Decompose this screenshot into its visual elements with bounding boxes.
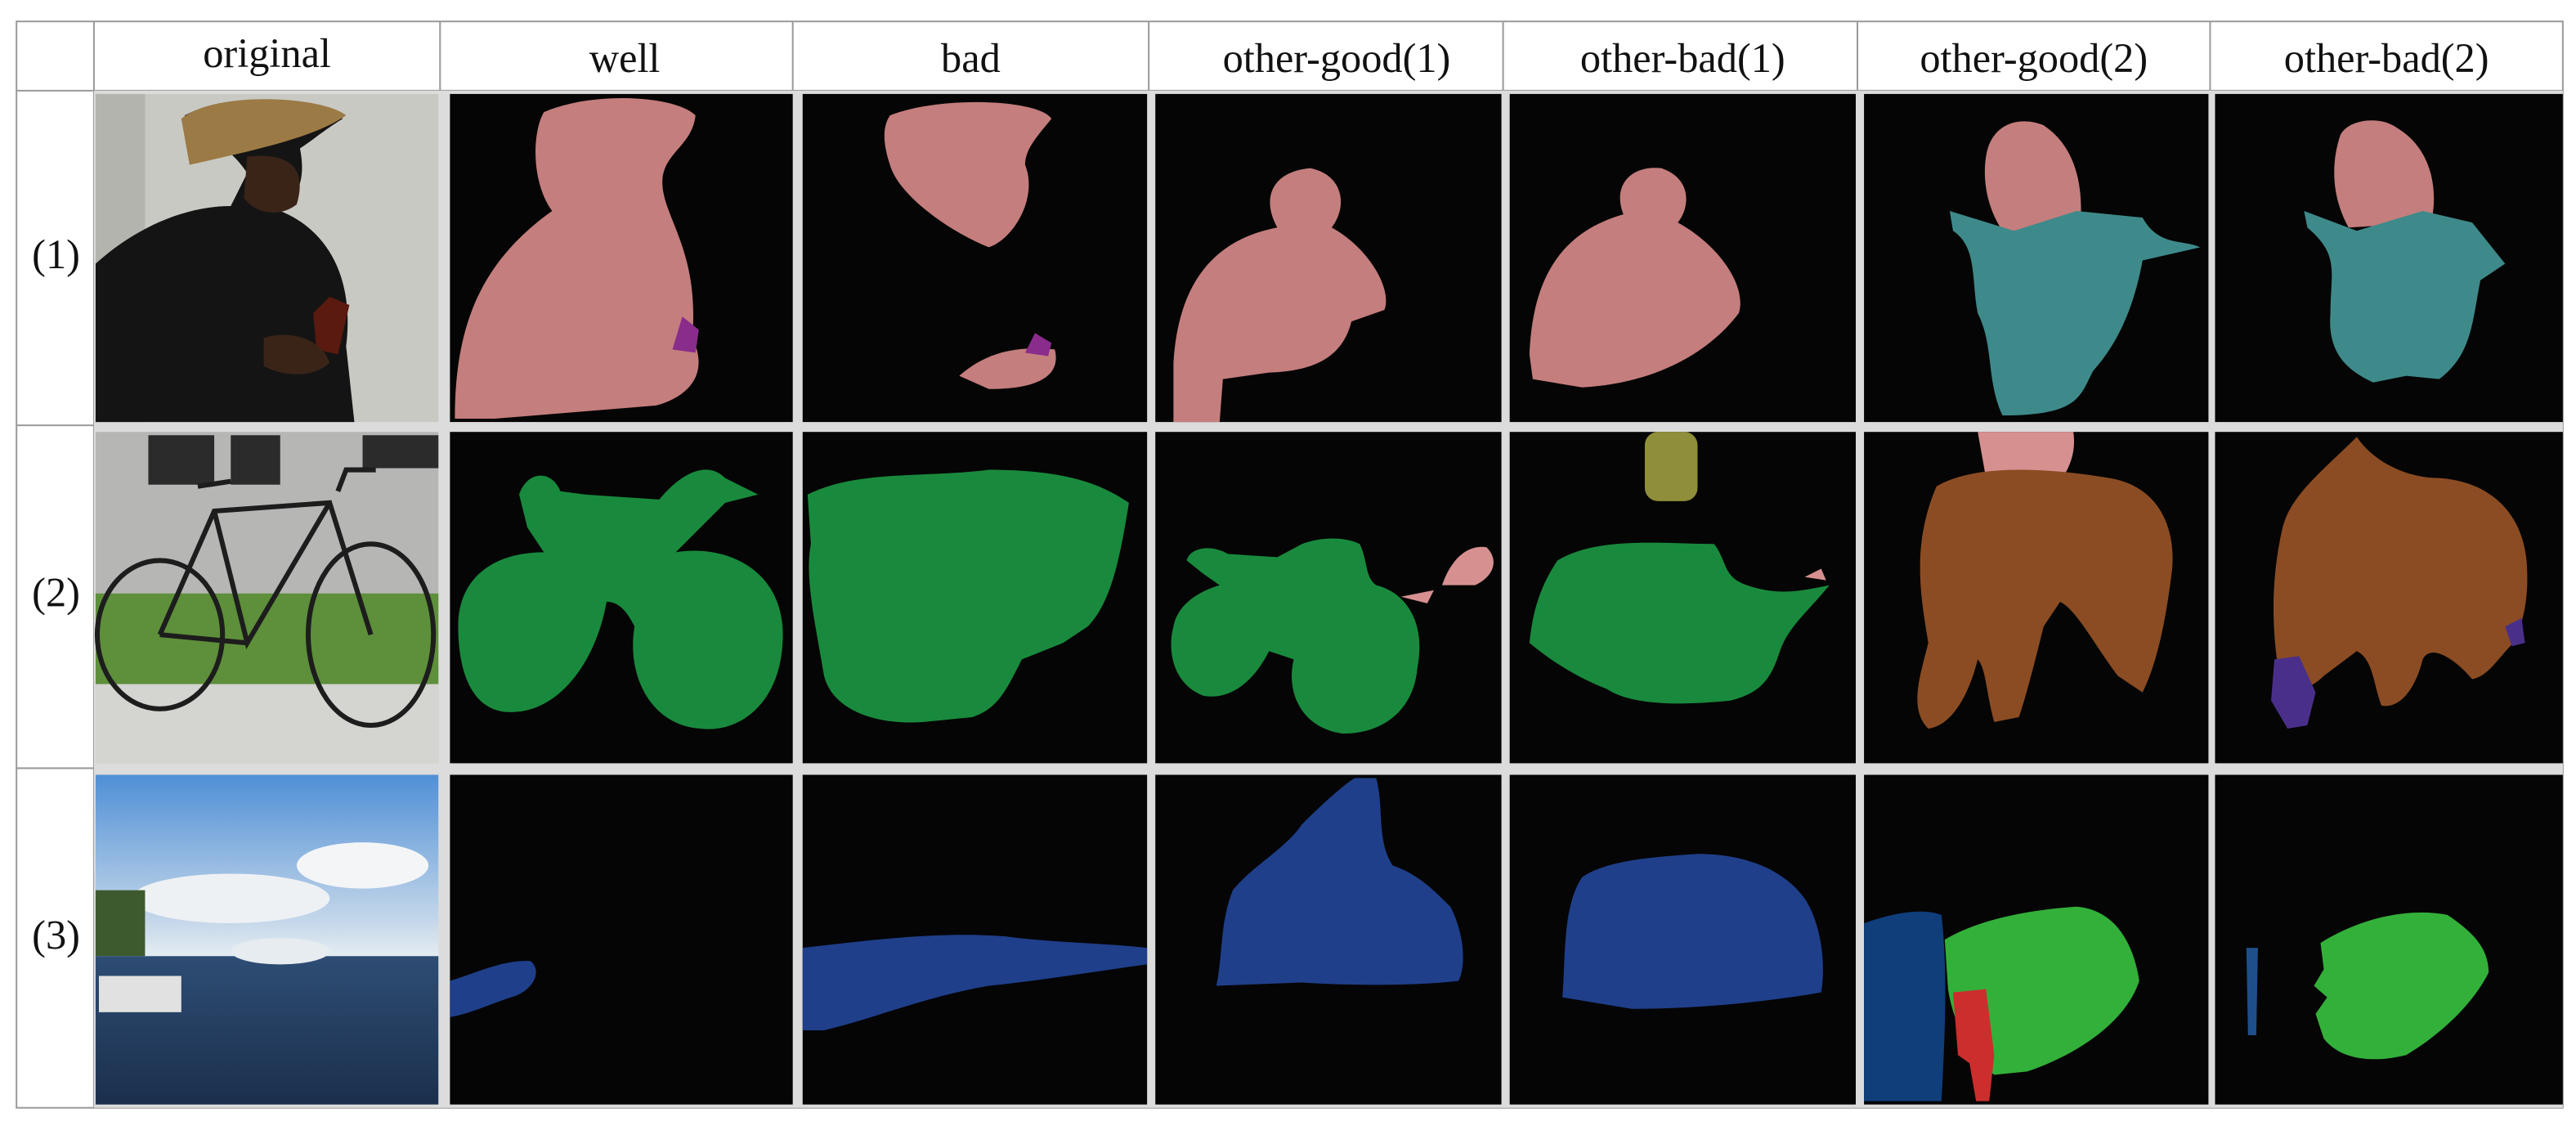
photo-bicycle — [94, 432, 439, 764]
row-label: (1) — [32, 231, 80, 277]
column-header: other-good(1) — [1223, 35, 1451, 81]
mask-shapes-row-2 — [458, 432, 2528, 734]
row-label: (2) — [32, 569, 80, 615]
mask-shapes-row-3 — [450, 778, 2489, 1101]
column-header: other-good(2) — [1920, 35, 2148, 81]
column-header: original — [203, 30, 331, 76]
column-header: well — [589, 35, 661, 81]
row-label: (3) — [32, 913, 80, 958]
column-header: bad — [941, 35, 1001, 81]
column-header: other-bad(2) — [2284, 35, 2489, 81]
mask-shapes-row-1 — [455, 98, 2506, 423]
photo-person — [95, 93, 439, 423]
photo-water — [95, 774, 439, 1105]
column-header: other-bad(1) — [1580, 35, 1785, 81]
